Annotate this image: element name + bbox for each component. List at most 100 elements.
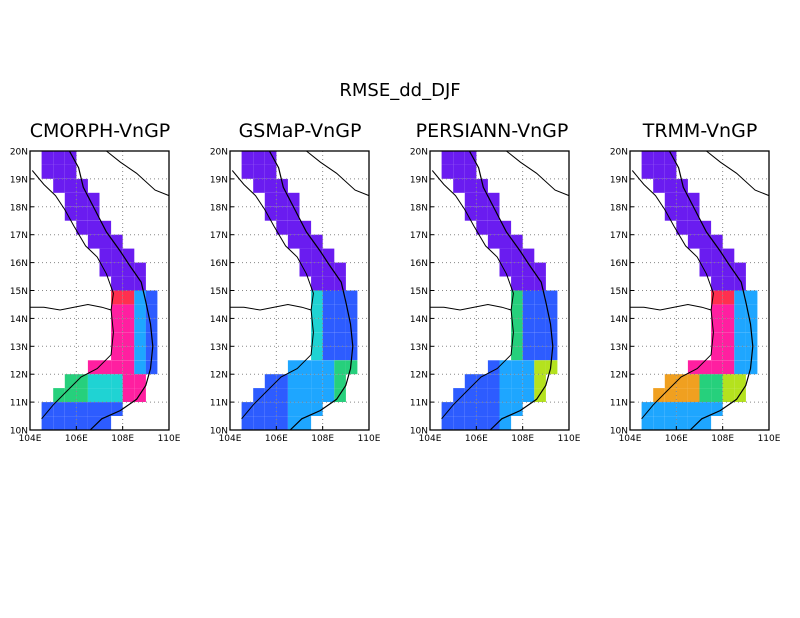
lat-tick-label: 13N [10,343,28,353]
rmse-grid-cell [687,416,700,430]
rmse-grid-cell [264,192,277,207]
rmse-grid-cell [699,402,712,416]
rmse-grid-cell [722,262,735,277]
rmse-grid-cell [334,360,346,375]
rmse-grid-cell [76,220,88,235]
rmse-grid-cell [64,192,77,207]
rmse-grid-cell [299,262,312,277]
lat-tick-label: 11N [610,399,628,409]
rmse-grid-cell [722,332,735,347]
rmse-grid-cell [745,304,758,319]
rmse-grid-cell [664,178,677,193]
rmse-grid-cell [687,206,700,221]
lat-tick-label: 16N [210,259,228,269]
rmse-grid-cell [487,388,500,402]
rmse-grid-cell [87,192,100,207]
rmse-grid-cell [664,192,677,207]
coastline [668,150,754,431]
rmse-grid-cell [464,402,477,416]
rmse-grid-cell [322,360,335,375]
rmse-grid-cell [311,304,323,319]
rmse-grid-cell [545,318,558,333]
panel-title-cmorph: CMORPH-VnGP [29,120,171,142]
rmse-grid-cell [464,374,477,389]
rmse-grid-cell [253,164,265,179]
rmse-grid-cell [264,416,277,430]
rmse-grid-cell [41,402,54,416]
rmse-grid-cell [734,290,746,305]
rmse-grid-cell [745,318,758,333]
country-border [430,303,512,311]
rmse-grid-cell [111,290,123,305]
rmse-grid-cell [476,388,488,402]
rmse-grid-cell [722,374,735,389]
rmse-grid-cell [87,416,100,430]
lat-tick-label: 16N [410,259,428,269]
rmse-grid-cell [534,360,546,375]
lat-tick-label: 19N [210,175,228,185]
rmse-grid-cell [522,276,535,291]
rmse-grid-cell [311,346,323,361]
lat-tick-label: 16N [10,259,28,269]
rmse-grid-cell [311,388,323,402]
lon-tick-label: 110E [358,434,381,444]
rmse-grid-cell [722,318,735,333]
rmse-grid-cell [87,360,100,375]
rmse-grid-cell [99,416,112,430]
rmse-grid-cell [711,234,723,249]
lon-tick-label: 110E [158,434,181,444]
country-border [231,170,314,420]
rmse-grid-cell [287,206,300,221]
rmse-grid-cell [264,178,277,193]
lat-tick-label: 19N [10,175,28,185]
rmse-grid-cell [734,360,746,375]
rmse-grid-cell [487,192,500,207]
rmse-grid-cell [711,318,723,333]
rmse-grid-cell [334,332,346,347]
lat-tick-label: 19N [410,175,428,185]
rmse-grid-cell [264,402,277,416]
rmse-grid-cell [253,388,265,402]
rmse-grid-cell [76,374,88,389]
lon-tick-label: 110E [558,434,581,444]
rmse-grid-cell [745,360,758,375]
rmse-grid-cell [111,318,123,333]
rmse-grid-cell [253,178,265,193]
rmse-grid-cell [287,192,300,207]
rmse-grid-cell [241,416,254,430]
rmse-grid-cell [99,388,112,402]
rmse-grid-cell [487,416,500,430]
rmse-grid-cell [711,262,723,277]
lat-tick-label: 13N [210,343,228,353]
rmse-grid-cell [687,360,700,375]
rmse-grid-cell [441,402,454,416]
lat-tick-label: 14N [410,315,428,325]
rmse-grid-cell [111,388,123,402]
lon-tick-label: 110E [758,434,781,444]
rmse-grid-cell [441,151,454,165]
rmse-grid-cell [134,318,146,333]
rmse-grid-cell [311,290,323,305]
rmse-grid-cell [134,290,146,305]
rmse-grid-cell [299,416,312,430]
coastline [468,150,554,431]
rmse-grid-cell [287,388,300,402]
rmse-grid-cell [464,178,477,193]
rmse-grid-cell [664,164,677,179]
rmse-grid-cell [299,234,312,249]
rmse-grid-cell [499,234,512,249]
rmse-grid-cell [322,304,335,319]
rmse-grid-cell [653,151,665,165]
rmse-grid-cell [499,402,512,416]
rmse-grid-cell [134,360,146,375]
rmse-grid-cell [734,262,746,277]
rmse-grid-cell [241,402,254,416]
panel-title-trmm: TRMM-VnGP [642,120,758,142]
rmse-grid-cell [511,290,523,305]
rmse-grid-cell [322,332,335,347]
rmse-grid-cell [311,234,323,249]
rmse-grid-cell [499,360,512,375]
rmse-grid-cell [111,360,123,375]
rmse-grid-cell [53,388,65,402]
rmse-grid-cell [276,388,288,402]
